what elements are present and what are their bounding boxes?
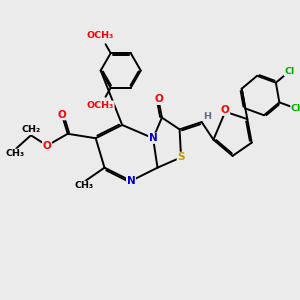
Text: OCH₃: OCH₃ <box>87 31 114 40</box>
Text: H: H <box>203 112 211 121</box>
Text: Cl: Cl <box>284 67 295 76</box>
Text: O: O <box>58 110 66 120</box>
Text: O: O <box>221 105 230 115</box>
Text: N: N <box>149 133 158 143</box>
Text: CH₃: CH₃ <box>74 182 94 190</box>
Text: CH₃: CH₃ <box>5 149 24 158</box>
Text: Cl: Cl <box>291 104 300 113</box>
Text: O: O <box>154 94 163 104</box>
Text: OCH₃: OCH₃ <box>87 101 114 110</box>
Text: S: S <box>177 152 185 162</box>
Text: CH₂: CH₂ <box>21 125 40 134</box>
Text: O: O <box>43 141 52 151</box>
Text: N: N <box>127 176 135 186</box>
